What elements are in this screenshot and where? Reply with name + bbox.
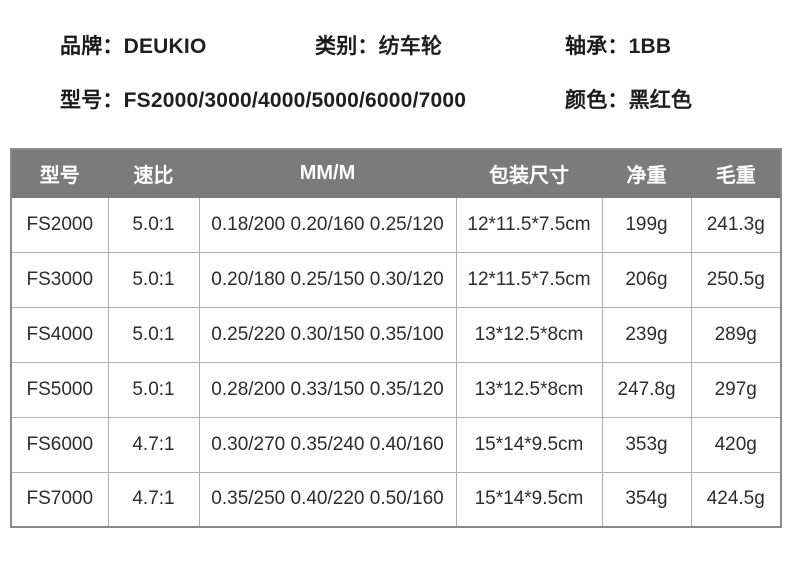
cell-gross-weight: 250.5g bbox=[690, 251, 782, 308]
cell-ratio: 5.0:1 bbox=[107, 196, 200, 253]
table-row: FS4000 5.0:1 0.25/220 0.30/150 0.35/100 13*… bbox=[10, 306, 782, 363]
table-row: FS6000 4.7:1 0.30/270 0.35/240 0.40/160 15*… bbox=[10, 416, 782, 473]
cell-ratio: 4.7:1 bbox=[107, 416, 200, 473]
cell-mm-m: 0.28/200 0.33/150 0.35/120 bbox=[198, 361, 457, 418]
spec-table: 型号 速比 MM/M 包装尺寸 净重 毛重 FS2000 5.0:1 0.18/20… bbox=[10, 148, 782, 528]
field-category-label: 类别： bbox=[315, 35, 379, 58]
field-bearing: 轴承：1BB bbox=[565, 30, 671, 60]
cell-mm-m: 0.18/200 0.20/160 0.25/120 bbox=[198, 196, 457, 253]
cell-net-weight: 239g bbox=[601, 306, 692, 363]
field-model-label: 型号： bbox=[60, 89, 124, 112]
cell-package: 13*12.5*8cm bbox=[455, 361, 603, 418]
cell-mm-m: 0.35/250 0.40/220 0.50/160 bbox=[198, 471, 457, 528]
cell-package: 15*14*9.5cm bbox=[455, 471, 603, 528]
cell-net-weight: 206g bbox=[601, 251, 692, 308]
spec-table-head: 型号 速比 MM/M 包装尺寸 净重 毛重 bbox=[10, 148, 782, 198]
cell-model: FS5000 bbox=[10, 361, 109, 418]
cell-mm-m: 0.30/270 0.35/240 0.40/160 bbox=[198, 416, 457, 473]
cell-package: 15*14*9.5cm bbox=[455, 416, 603, 473]
cell-net-weight: 354g bbox=[601, 471, 692, 528]
table-row: FS3000 5.0:1 0.20/180 0.25/150 0.30/120 12*… bbox=[10, 251, 782, 308]
cell-package: 12*11.5*7.5cm bbox=[455, 251, 603, 308]
cell-package: 13*12.5*8cm bbox=[455, 306, 603, 363]
cell-gross-weight: 241.3g bbox=[690, 196, 782, 253]
cell-ratio: 5.0:1 bbox=[107, 361, 200, 418]
field-bearing-label: 轴承： bbox=[565, 35, 629, 58]
cell-model: FS3000 bbox=[10, 251, 109, 308]
field-category: 类别：纺车轮 bbox=[315, 30, 442, 60]
cell-package: 12*11.5*7.5cm bbox=[455, 196, 603, 253]
cell-gross-weight: 420g bbox=[690, 416, 782, 473]
field-model: 型号：FS2000/3000/4000/5000/6000/7000 bbox=[60, 84, 466, 114]
field-brand-label: 品牌： bbox=[60, 35, 124, 58]
header-row: 型号 速比 MM/M 包装尺寸 净重 毛重 bbox=[10, 148, 782, 198]
field-model-value: FS2000/3000/4000/5000/6000/7000 bbox=[123, 89, 467, 112]
field-brand: 品牌：DEUKIO bbox=[60, 30, 206, 60]
table-row: FS5000 5.0:1 0.28/200 0.33/150 0.35/120 13*… bbox=[10, 361, 782, 418]
cell-model: FS6000 bbox=[10, 416, 109, 473]
header-gross-weight: 毛重 bbox=[690, 148, 782, 198]
cell-gross-weight: 424.5g bbox=[690, 471, 782, 528]
cell-net-weight: 353g bbox=[601, 416, 692, 473]
cell-ratio: 4.7:1 bbox=[107, 471, 200, 528]
header-package: 包装尺寸 bbox=[455, 148, 603, 198]
field-color-value: 黑红色 bbox=[628, 89, 693, 112]
field-color: 颜色：黑红色 bbox=[565, 84, 692, 114]
cell-model: FS4000 bbox=[10, 306, 109, 363]
cell-model: FS7000 bbox=[10, 471, 109, 528]
header-net-weight: 净重 bbox=[601, 148, 692, 198]
cell-model: FS2000 bbox=[10, 196, 109, 253]
cell-mm-m: 0.25/220 0.30/150 0.35/100 bbox=[198, 306, 457, 363]
cell-ratio: 5.0:1 bbox=[107, 306, 200, 363]
table-row: FS2000 5.0:1 0.18/200 0.20/160 0.25/120 12*… bbox=[10, 196, 782, 253]
table-row: FS7000 4.7:1 0.35/250 0.40/220 0.50/160 15*… bbox=[10, 471, 782, 528]
cell-net-weight: 247.8g bbox=[601, 361, 692, 418]
cell-gross-weight: 297g bbox=[690, 361, 782, 418]
field-bearing-value: 1BB bbox=[628, 35, 672, 58]
cell-mm-m: 0.20/180 0.25/150 0.30/120 bbox=[198, 251, 457, 308]
cell-net-weight: 199g bbox=[601, 196, 692, 253]
cell-gross-weight: 289g bbox=[690, 306, 782, 363]
cell-ratio: 5.0:1 bbox=[107, 251, 200, 308]
field-category-value: 纺车轮 bbox=[378, 35, 443, 58]
field-color-label: 颜色： bbox=[565, 89, 629, 112]
header-ratio: 速比 bbox=[107, 148, 200, 198]
header-model: 型号 bbox=[10, 148, 109, 198]
field-brand-value: DEUKIO bbox=[123, 35, 207, 58]
spec-table-body: FS2000 5.0:1 0.18/200 0.20/160 0.25/120 12*… bbox=[10, 196, 782, 528]
header-mm-m: MM/M bbox=[198, 148, 457, 198]
